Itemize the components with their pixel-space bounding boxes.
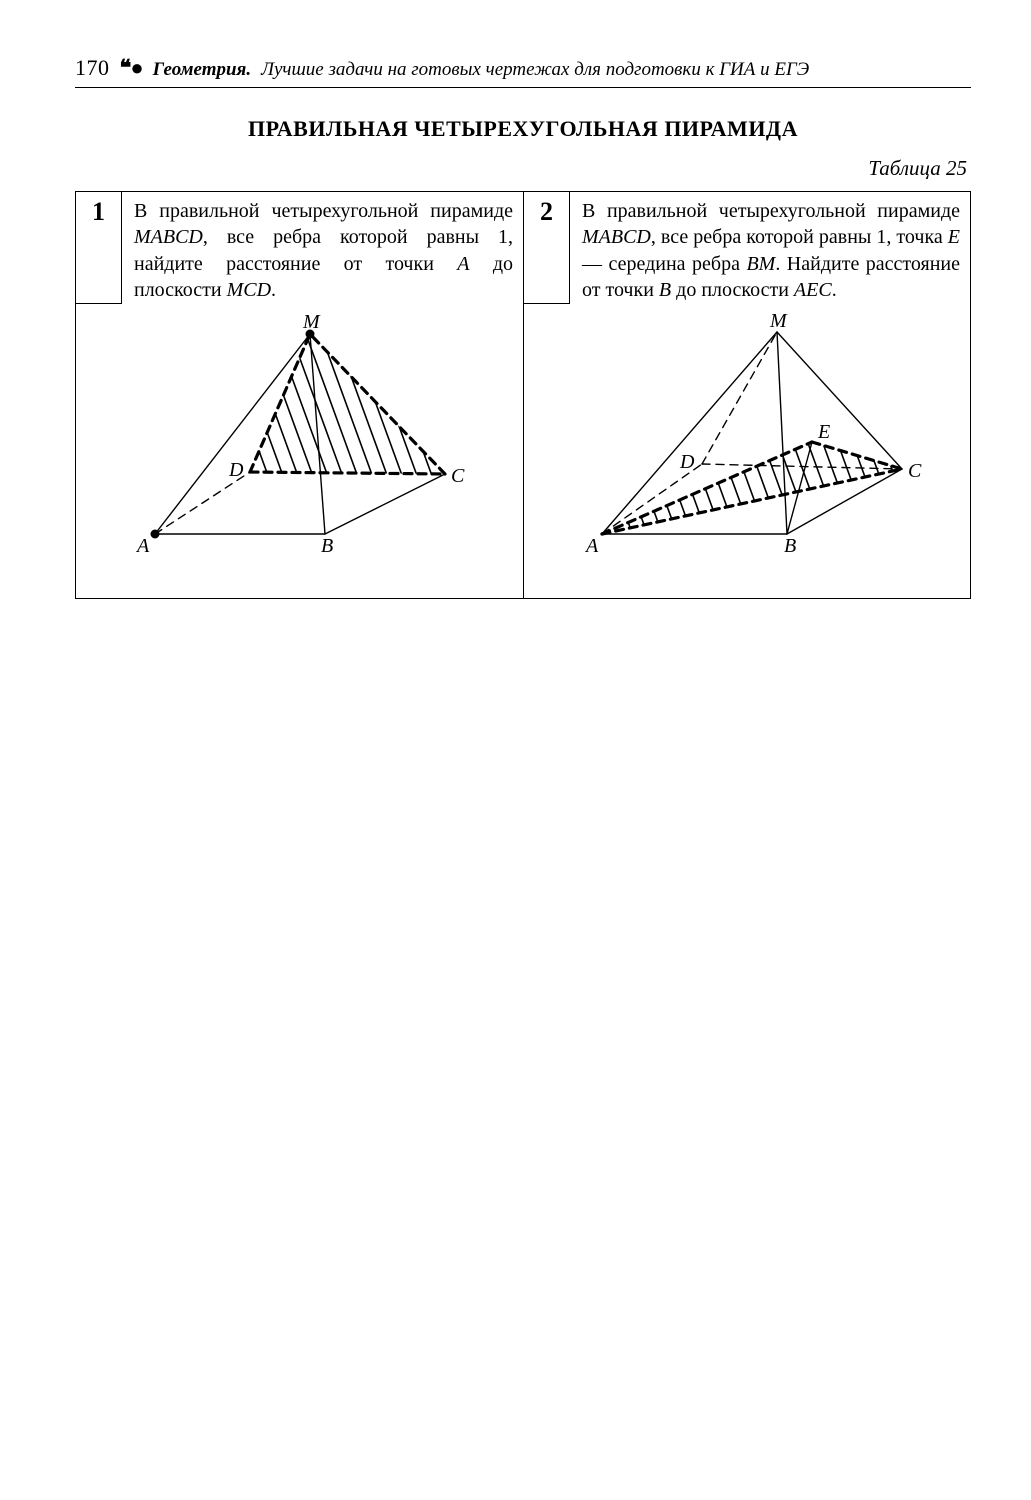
problem-figure-1: A B C D M xyxy=(76,304,523,598)
svg-text:M: M xyxy=(769,314,788,332)
book-title: Геометрия. xyxy=(153,59,251,81)
svg-text:C: C xyxy=(451,465,465,487)
svg-text:A: A xyxy=(584,535,599,557)
page-number: 170 xyxy=(75,55,110,81)
svg-text:B: B xyxy=(784,535,796,557)
header-bullets-icon: ❝● xyxy=(120,55,143,81)
problem-figure-2: A B C D M E xyxy=(524,304,970,598)
problem-cell-1: 1 В правильной четырехугольной пирамиде … xyxy=(76,192,523,598)
running-head: 170 ❝● Геометрия. Лучшие задачи на готов… xyxy=(75,55,971,88)
book-subtitle: Лучшие задачи на готовых чертежах для по… xyxy=(261,59,809,81)
svg-text:E: E xyxy=(817,421,830,443)
problem-head: 1 В правильной четырехугольной пирамиде … xyxy=(76,192,523,304)
svg-text:A: A xyxy=(135,535,150,557)
problem-text: В правильной четырехугольной пирамиде MA… xyxy=(570,192,970,304)
table-label: Таблица 25 xyxy=(75,156,971,181)
svg-text:C: C xyxy=(908,460,922,482)
page: 170 ❝● Геометрия. Лучшие задачи на готов… xyxy=(0,0,1031,1500)
problem-text: В правильной четырехугольной пирамиде MA… xyxy=(122,192,523,304)
svg-text:M: M xyxy=(302,314,321,333)
svg-text:D: D xyxy=(228,459,244,481)
problem-number: 1 xyxy=(76,192,122,304)
problem-head: 2 В правильной четырехугольной пирамиде … xyxy=(524,192,970,304)
svg-text:B: B xyxy=(321,535,333,557)
svg-text:D: D xyxy=(679,451,695,473)
problem-cell-2: 2 В правильной четырехугольной пирамиде … xyxy=(523,192,970,598)
problems-table: 1 В правильной четырехугольной пирамиде … xyxy=(75,191,971,599)
problem-number: 2 xyxy=(524,192,570,304)
section-title: ПРАВИЛЬНАЯ ЧЕТЫРЕХУГОЛЬНАЯ ПИРАМИДА xyxy=(75,116,971,142)
